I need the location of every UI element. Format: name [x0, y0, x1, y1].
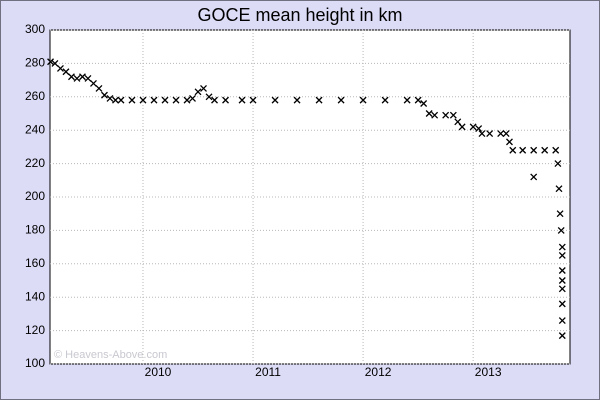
marker: [211, 96, 218, 104]
y-tick-label: 140: [25, 289, 45, 303]
marker: [222, 96, 229, 104]
marker: [293, 96, 301, 104]
watermark: © Heavens-Above.com: [54, 349, 167, 361]
marker: [112, 96, 119, 104]
marker: [442, 111, 450, 119]
y-tick-label: 160: [25, 256, 45, 270]
marker: [458, 123, 466, 131]
marker: [359, 96, 367, 104]
marker: [475, 125, 483, 132]
marker: [558, 277, 566, 284]
y-tick-label: 220: [25, 156, 45, 170]
marker: [139, 96, 147, 104]
marker: [238, 96, 246, 104]
marker: [449, 111, 457, 119]
marker: [271, 96, 279, 104]
marker: [519, 146, 527, 154]
y-tick-label: 200: [25, 189, 45, 203]
marker: [128, 96, 136, 104]
marker: [509, 146, 517, 154]
marker: [558, 251, 566, 259]
marker: [556, 210, 564, 218]
marker: [200, 84, 207, 92]
x-tick-label: 2010: [145, 365, 172, 379]
marker: [414, 96, 422, 104]
marker: [558, 317, 566, 325]
y-tick-label: 260: [25, 89, 45, 103]
y-tick-label: 100: [25, 356, 45, 370]
marker: [506, 138, 513, 146]
marker: [117, 96, 125, 104]
x-tick-label: 2013: [475, 365, 502, 379]
x-tick-label: 2012: [365, 365, 392, 379]
marker: [161, 96, 169, 104]
marker: [558, 300, 566, 308]
marker: [502, 130, 510, 137]
y-tick-label: 280: [25, 56, 45, 70]
marker: [205, 93, 213, 101]
marker: [95, 84, 103, 92]
marker: [431, 111, 439, 119]
marker: [79, 73, 86, 81]
marker: [552, 146, 560, 154]
marker: [555, 185, 563, 193]
marker: [558, 285, 566, 293]
marker: [150, 96, 158, 104]
marker: [558, 332, 566, 340]
y-tick-label: 300: [25, 22, 45, 36]
y-tick-label: 120: [25, 323, 45, 337]
marker: [530, 173, 538, 181]
marker: [106, 95, 114, 102]
marker: [337, 96, 345, 104]
plot-area: [49, 29, 571, 365]
marker: [56, 64, 64, 72]
marker: [478, 130, 486, 137]
marker: [486, 130, 494, 137]
marker: [557, 226, 565, 234]
marker: [183, 96, 191, 104]
marker: [90, 79, 97, 87]
marker: [47, 58, 55, 66]
marker: [541, 146, 549, 154]
marker: [68, 73, 75, 81]
marker: [315, 96, 323, 104]
marker: [189, 95, 196, 102]
marker: [530, 146, 538, 154]
y-tick-label: 240: [25, 122, 45, 136]
marker: [497, 130, 505, 137]
x-tick-label: 2011: [255, 365, 281, 379]
marker: [469, 123, 477, 131]
marker: [425, 110, 433, 117]
marker: [403, 96, 411, 104]
marker: [554, 160, 562, 168]
marker: [84, 74, 92, 82]
marker: [194, 88, 202, 96]
marker: [51, 59, 59, 67]
marker: [381, 96, 389, 104]
marker: [73, 74, 81, 82]
chart-title: GOCE mean height in km: [197, 5, 402, 25]
marker: [558, 243, 566, 251]
marker: [249, 96, 257, 104]
y-tick-label: 180: [25, 223, 45, 237]
marker: [172, 96, 180, 104]
marker: [101, 91, 108, 99]
marker: [558, 267, 566, 274]
marker: [420, 100, 428, 107]
marker: [62, 68, 70, 76]
